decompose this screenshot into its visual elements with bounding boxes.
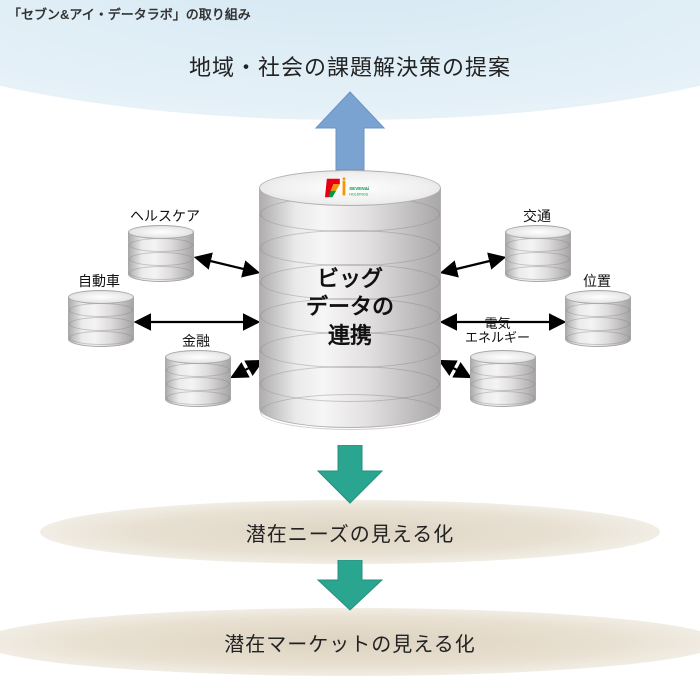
center-cylinder-top: SEVEN&i HOLDINGS	[259, 170, 441, 206]
center-label-line3: 連携	[306, 322, 394, 351]
arrow-up-icon	[314, 90, 386, 177]
small-cylinder-label-automobile: 自動車	[78, 271, 120, 291]
small-cylinder-label-finance: 金融	[182, 331, 210, 351]
top-banner-title: 地域・社会の課題解決策の提案	[0, 50, 700, 82]
small-cylinder-automobile	[68, 290, 134, 347]
small-cylinder-top	[565, 290, 631, 304]
small-cylinder-label-energy: 電気エネルギー	[465, 317, 530, 346]
small-cylinder-energy	[470, 350, 536, 407]
seven-and-i-logo-icon: SEVEN&i HOLDINGS	[325, 176, 375, 200]
center-cylinder-label: ビッグ データの 連携	[306, 265, 394, 351]
small-cylinder-body	[165, 357, 231, 407]
small-cylinder-label-traffic: 交通	[523, 206, 551, 226]
small-cylinder-top	[165, 350, 231, 364]
market-ellipse: 潜在マーケットの見える化	[0, 608, 700, 676]
arrow-down-1-icon	[316, 445, 384, 510]
small-cylinder-traffic	[505, 225, 571, 282]
small-cylinder-body	[128, 232, 194, 282]
center-label-line1: ビッグ	[306, 265, 394, 294]
small-cylinder-top	[68, 290, 134, 304]
small-cylinder-finance	[165, 350, 231, 407]
small-cylinder-label-position: 位置	[583, 271, 611, 291]
svg-text:SEVEN&i: SEVEN&i	[349, 186, 369, 191]
needs-ellipse-label: 潜在ニーズの見える化	[246, 518, 454, 547]
svg-text:HOLDINGS: HOLDINGS	[349, 192, 369, 196]
small-cylinder-body	[565, 297, 631, 347]
small-cylinder-top	[128, 225, 194, 239]
center-cylinder-body: ビッグ データの 連携	[259, 188, 441, 428]
arrow-down-2-icon	[316, 560, 384, 617]
small-cylinder-label-healthcare: ヘルスケア	[130, 206, 200, 226]
small-cylinder-position	[565, 290, 631, 347]
small-cylinder-healthcare	[128, 225, 194, 282]
center-cylinder: SEVEN&i HOLDINGS ビッグ データの 連携	[259, 170, 441, 428]
small-cylinder-top	[505, 225, 571, 239]
center-label-line2: データの	[306, 293, 394, 322]
small-cylinder-body	[470, 357, 536, 407]
market-ellipse-label: 潜在マーケットの見える化	[224, 628, 475, 657]
small-cylinder-body	[505, 232, 571, 282]
small-cylinder-top	[470, 350, 536, 364]
small-cylinder-body	[68, 297, 134, 347]
header-small-title: 「セブン&アイ・データラボ」の取り組み	[8, 4, 251, 23]
